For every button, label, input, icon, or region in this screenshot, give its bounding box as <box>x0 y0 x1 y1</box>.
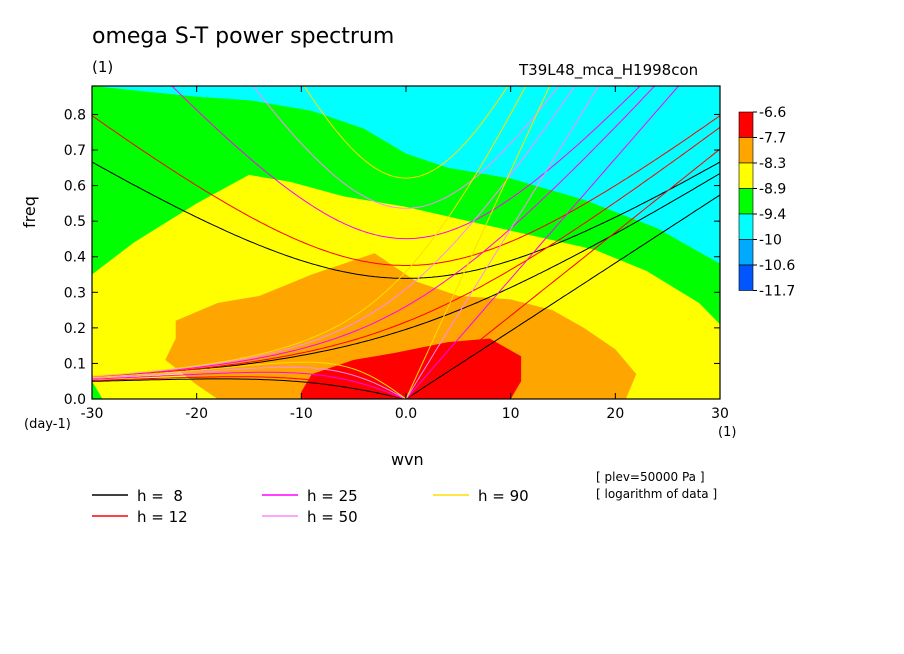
curve-h8-3 <box>92 378 407 399</box>
y-axis-unit: (day-1) <box>24 417 71 432</box>
curve-h8-2 <box>92 161 720 279</box>
curve-h25-1 <box>92 86 656 378</box>
colorbar-swatch <box>738 111 754 138</box>
chart-subtitle: (1) <box>92 58 114 76</box>
x-axis-ticks: -30 -20 -10 0.0 10 20 30 <box>81 86 729 422</box>
y-tick-label: 0.4 <box>64 250 86 266</box>
y-tick-label: 0.7 <box>64 143 86 159</box>
colorbar-label: -8.9 <box>759 182 786 198</box>
y-tick-label: 0.8 <box>64 107 86 123</box>
colorbar-label: -11.7 <box>759 284 795 300</box>
run-name: T39L48_mca_H1998con <box>519 61 699 79</box>
colorbar-label: -10 <box>759 233 782 249</box>
curve-h50-2 <box>252 86 560 209</box>
curve-h90-3 <box>92 361 407 399</box>
note-plev: [ plev=50000 Pa ] <box>596 470 705 484</box>
y-tick-label: 0.5 <box>64 214 86 230</box>
curve-h50-3 <box>92 366 407 399</box>
x-tick-label: 30 <box>711 406 729 422</box>
y-tick-label: 0.1 <box>64 356 86 372</box>
legend-label: h = 12 <box>137 508 188 526</box>
y-tick-label: 0.6 <box>64 179 86 195</box>
note-log: [ logarithm of data ] <box>596 487 718 501</box>
curve-h12-2 <box>92 115 720 266</box>
x-axis-label: wvn <box>391 450 424 469</box>
contour-fills <box>92 86 720 399</box>
colorbar-label: -9.4 <box>759 207 786 223</box>
x-tick-label: 0.0 <box>395 406 417 422</box>
curve-h12-3 <box>92 376 407 399</box>
curve-h25-3 <box>92 371 407 399</box>
colorbar-label: -10.6 <box>759 258 795 274</box>
contour-fill-1 <box>92 86 720 264</box>
curve-h50-0 <box>405 86 600 399</box>
colorbar-swatch <box>738 213 754 240</box>
legend: h = 8 h = 12 h = 25 h = 50 h = 90 <box>92 487 529 526</box>
x-axis-unit: (1) <box>718 425 737 440</box>
x-tick-label: -20 <box>185 406 208 422</box>
x-tick-label: -10 <box>290 406 313 422</box>
colorbar-swatch <box>738 162 754 189</box>
legend-label: h = 50 <box>307 508 358 526</box>
dispersion-curves <box>92 86 720 399</box>
y-axis-ticks: 0.0 0.1 0.2 0.3 0.4 0.5 0.6 0.7 0.8 <box>64 107 720 408</box>
x-tick-label: -30 <box>81 406 104 422</box>
colorbar-swatch <box>738 239 754 266</box>
curve-h90-0 <box>405 86 551 399</box>
chart-title: omega S-T power spectrum <box>92 24 395 49</box>
curve-h8-0 <box>405 194 720 399</box>
colorbar-label: -6.6 <box>759 105 786 121</box>
colorbar-label: -7.7 <box>759 131 786 147</box>
colorbar: -6.6 -7.7 -8.3 -8.9 -9.4 -10 -10.6 -11.7 <box>738 105 795 300</box>
colorbar-swatch <box>738 137 754 164</box>
colorbar-swatch <box>738 264 754 291</box>
curve-h12-1 <box>92 126 720 378</box>
x-tick-label: 10 <box>502 406 520 422</box>
curve-h90-1 <box>92 86 527 377</box>
legend-label: h = 90 <box>478 487 529 505</box>
curve-h12-0 <box>405 148 720 399</box>
curve-h50-1 <box>92 86 576 377</box>
legend-label: h = 25 <box>307 487 358 505</box>
contour-fill-5 <box>301 338 522 399</box>
legend-label: h = 8 <box>137 487 183 505</box>
colorbar-label: -8.3 <box>759 156 786 172</box>
y-tick-label: 0.3 <box>64 285 86 301</box>
curve-h25-2 <box>171 86 641 240</box>
y-tick-label: 0.2 <box>64 321 86 337</box>
colorbar-swatch <box>738 188 754 215</box>
curve-h25-0 <box>405 86 680 399</box>
curve-h90-2 <box>303 86 509 179</box>
y-tick-label: 0.0 <box>64 392 86 408</box>
x-tick-label: 20 <box>606 406 624 422</box>
